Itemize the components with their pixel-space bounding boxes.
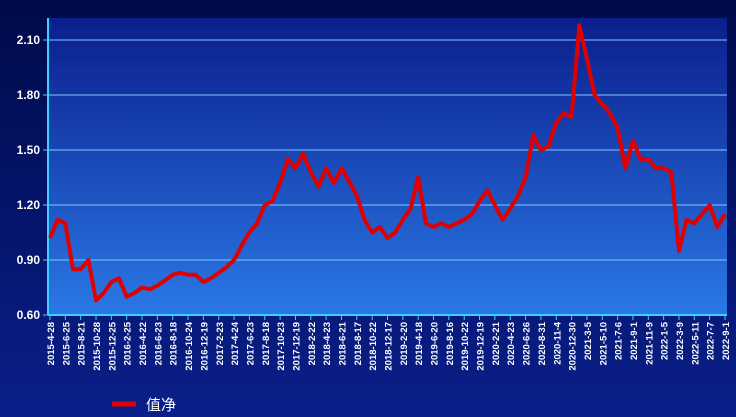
x-tick-label: 2017-8-18 xyxy=(261,322,272,365)
x-tick-label: 2016-10-24 xyxy=(184,321,195,370)
x-tick-label: 2019-10-22 xyxy=(460,322,471,371)
x-tick-label: 2018-10-22 xyxy=(368,322,379,371)
y-tick-label: 1.80 xyxy=(17,88,41,102)
x-tick-label: 2018-2-22 xyxy=(307,322,318,365)
x-tick-label: 2021-5-10 xyxy=(598,322,609,365)
x-tick-label: 2022-5-11 xyxy=(690,321,701,365)
x-tick-label: 2020-8-31 xyxy=(537,321,548,365)
plot-area xyxy=(48,18,727,315)
x-tick-label: 2022-9-1 xyxy=(721,321,732,360)
x-tick-label: 2016-8-18 xyxy=(169,322,180,365)
y-tick-label: 1.20 xyxy=(17,198,41,212)
x-tick-label: 2018-6-21 xyxy=(337,321,348,365)
x-tick-label: 2021-3-5 xyxy=(583,321,594,360)
x-tick-label: 2016-4-22 xyxy=(138,322,149,365)
x-tick-label: 2019-4-18 xyxy=(414,322,425,365)
x-tick-label: 2018-4-23 xyxy=(322,322,333,365)
x-tick-label: 2022-3-9 xyxy=(675,322,686,360)
x-tick-label: 2022-7-7 xyxy=(706,322,717,360)
x-tick-label: 2017-4-24 xyxy=(230,321,241,365)
x-tick-label: 2020-12-30 xyxy=(568,322,579,371)
x-tick-label: 2016-6-23 xyxy=(153,322,164,365)
x-tick-label: 2016-12-19 xyxy=(199,322,210,371)
x-tick-label: 2020-6-26 xyxy=(522,322,533,365)
x-tick-label: 2018-8-17 xyxy=(353,322,364,365)
x-tick-label: 2021-7-6 xyxy=(614,322,625,360)
x-tick-label: 2017-12-19 xyxy=(291,322,302,371)
x-tick-label: 2015-4-28 xyxy=(46,322,57,365)
y-tick-label: 0.90 xyxy=(17,253,41,267)
line-series xyxy=(48,23,727,303)
x-tick-label: 2019-8-16 xyxy=(445,322,456,365)
x-tick-label: 2021-11-9 xyxy=(644,322,655,365)
y-tick-label: 1.50 xyxy=(17,143,41,157)
legend-label: 值净 xyxy=(146,397,176,414)
x-tick-label: 2019-2-20 xyxy=(399,322,410,365)
x-tick-label: 2017-10-23 xyxy=(276,322,287,371)
x-tick-label: 2015-12-25 xyxy=(107,321,118,370)
x-tick-label: 2020-11-4 xyxy=(552,321,563,365)
x-tick-label: 2017-2-23 xyxy=(215,322,226,365)
x-tick-label: 2015-10-28 xyxy=(92,322,103,371)
x-tick-label: 2020-4-23 xyxy=(506,322,517,365)
x-tick-label: 2015-6-25 xyxy=(61,321,72,365)
y-tick-label: 2.10 xyxy=(17,33,41,47)
x-tick-label: 2022-1-5 xyxy=(660,321,671,360)
x-tick-label: 2015-8-21 xyxy=(77,321,88,365)
y-tick-label: 0.60 xyxy=(17,308,41,322)
x-tick-label: 2021-9-1 xyxy=(629,321,640,360)
x-tick-label: 2017-6-23 xyxy=(245,322,256,365)
x-tick-label: 2019-6-20 xyxy=(430,322,441,365)
x-tick-label: 2019-12-19 xyxy=(476,322,487,371)
x-tick-label: 2020-2-21 xyxy=(491,321,502,365)
x-tick-label: 2018-12-17 xyxy=(384,322,395,371)
x-tick-label: 2016-2-25 xyxy=(123,321,134,365)
